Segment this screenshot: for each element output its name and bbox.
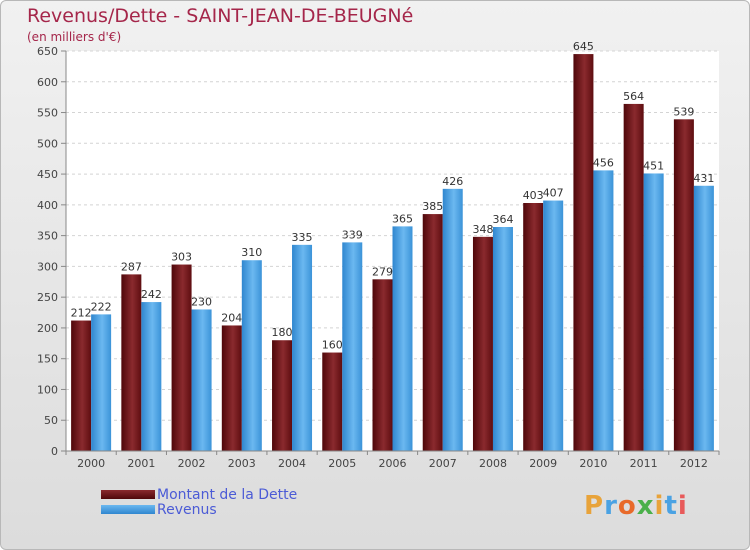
data-label-debt: 645 [573, 40, 594, 53]
logo-letter: i [654, 491, 665, 521]
data-label-debt: 403 [523, 189, 544, 202]
data-label-revenue: 451 [643, 159, 664, 172]
y-tick-label: 0 [51, 445, 58, 458]
x-tick-label: 2001 [127, 457, 155, 470]
data-label-revenue: 310 [241, 246, 262, 259]
bar-debt [523, 203, 544, 451]
bar-debt [272, 340, 293, 451]
bar-revenue [91, 314, 112, 451]
y-tick-label: 150 [37, 353, 58, 366]
bar-debt [71, 320, 92, 451]
bar-debt [121, 274, 142, 451]
data-label-revenue: 335 [292, 231, 313, 244]
bar-revenue [392, 226, 413, 451]
bar-revenue [492, 227, 513, 451]
legend-label-debt: Montant de la Dette [157, 486, 298, 503]
x-tick-label: 2005 [328, 457, 356, 470]
logo-letter: t [664, 491, 678, 521]
bar-debt [322, 352, 343, 451]
data-label-revenue: 456 [593, 156, 614, 169]
legend-swatch-debt [101, 490, 155, 499]
data-label-debt: 180 [272, 326, 293, 339]
data-label-debt: 204 [221, 311, 242, 324]
y-tick-label: 550 [37, 107, 58, 120]
x-tick-label: 2010 [579, 457, 607, 470]
x-tick-label: 2012 [680, 457, 708, 470]
y-tick-label: 450 [37, 168, 58, 181]
data-label-revenue: 431 [693, 172, 714, 185]
x-tick-label: 2007 [429, 457, 457, 470]
y-tick-label: 100 [37, 383, 58, 396]
data-label-debt: 212 [71, 307, 92, 320]
bar-debt [573, 54, 594, 451]
bar-revenue [693, 185, 714, 451]
y-tick-label: 300 [37, 260, 58, 273]
logo-letter: o [617, 491, 637, 521]
bar-revenue [292, 244, 313, 451]
bar-revenue [191, 309, 212, 451]
y-tick-label: 500 [37, 137, 58, 150]
bar-revenue [543, 200, 564, 451]
chart-subtitle: (en milliers d'€) [27, 30, 122, 44]
data-label-debt: 303 [171, 251, 192, 264]
logo-letter: r [604, 491, 618, 521]
bar-debt [472, 236, 493, 451]
y-tick-label: 250 [37, 291, 58, 304]
proxiti-logo: Proxiti [584, 491, 688, 521]
bar-debt [221, 325, 242, 451]
legend-item-revenue: Revenus [101, 502, 297, 517]
data-label-revenue: 407 [543, 187, 564, 200]
legend-label-revenue: Revenus [157, 501, 217, 518]
y-tick-label: 400 [37, 199, 58, 212]
bar-revenue [342, 242, 363, 451]
bar-debt [623, 103, 644, 451]
bar-debt [372, 279, 393, 451]
y-tick-label: 50 [44, 414, 58, 427]
data-label-debt: 385 [422, 200, 443, 213]
bar-revenue [141, 302, 162, 451]
data-label-debt: 279 [372, 265, 393, 278]
data-label-revenue: 242 [141, 288, 162, 301]
data-label-debt: 160 [322, 339, 343, 352]
data-label-revenue: 364 [492, 213, 513, 226]
bar-revenue [241, 260, 262, 451]
chart-title: Revenus/Dette - SAINT-JEAN-DE-BEUGNé [27, 5, 414, 27]
legend-item-debt: Montant de la Dette [101, 487, 297, 502]
logo-letter: x [636, 491, 655, 521]
data-label-revenue: 365 [392, 212, 413, 225]
x-tick-label: 2008 [479, 457, 507, 470]
x-tick-label: 2009 [529, 457, 557, 470]
y-tick-label: 650 [37, 45, 58, 58]
bar-debt [673, 119, 694, 452]
x-tick-label: 2006 [379, 457, 407, 470]
data-label-revenue: 230 [191, 295, 212, 308]
y-tick-label: 600 [37, 76, 58, 89]
data-label-debt: 564 [623, 90, 644, 103]
y-tick-label: 350 [37, 230, 58, 243]
bar-debt [171, 264, 192, 451]
data-label-revenue: 222 [91, 300, 112, 313]
logo-letter: P [584, 491, 605, 521]
x-tick-label: 2002 [178, 457, 206, 470]
data-label-revenue: 426 [442, 175, 463, 188]
bar-revenue [442, 188, 463, 451]
bar-debt [422, 214, 443, 451]
data-label-debt: 539 [673, 105, 694, 118]
data-label-debt: 348 [472, 223, 493, 236]
data-label-revenue: 339 [342, 228, 363, 241]
y-tick-label: 200 [37, 322, 58, 335]
logo-letter: i [677, 491, 688, 521]
legend-swatch-revenue [101, 505, 155, 514]
chart-legend: Montant de la Dette Revenus [101, 487, 297, 517]
x-tick-label: 2003 [228, 457, 256, 470]
bar-revenue [643, 173, 664, 451]
x-tick-label: 2004 [278, 457, 306, 470]
bar-revenue [593, 170, 614, 451]
data-label-debt: 287 [121, 260, 142, 273]
x-tick-label: 2000 [77, 457, 105, 470]
x-tick-label: 2011 [630, 457, 658, 470]
